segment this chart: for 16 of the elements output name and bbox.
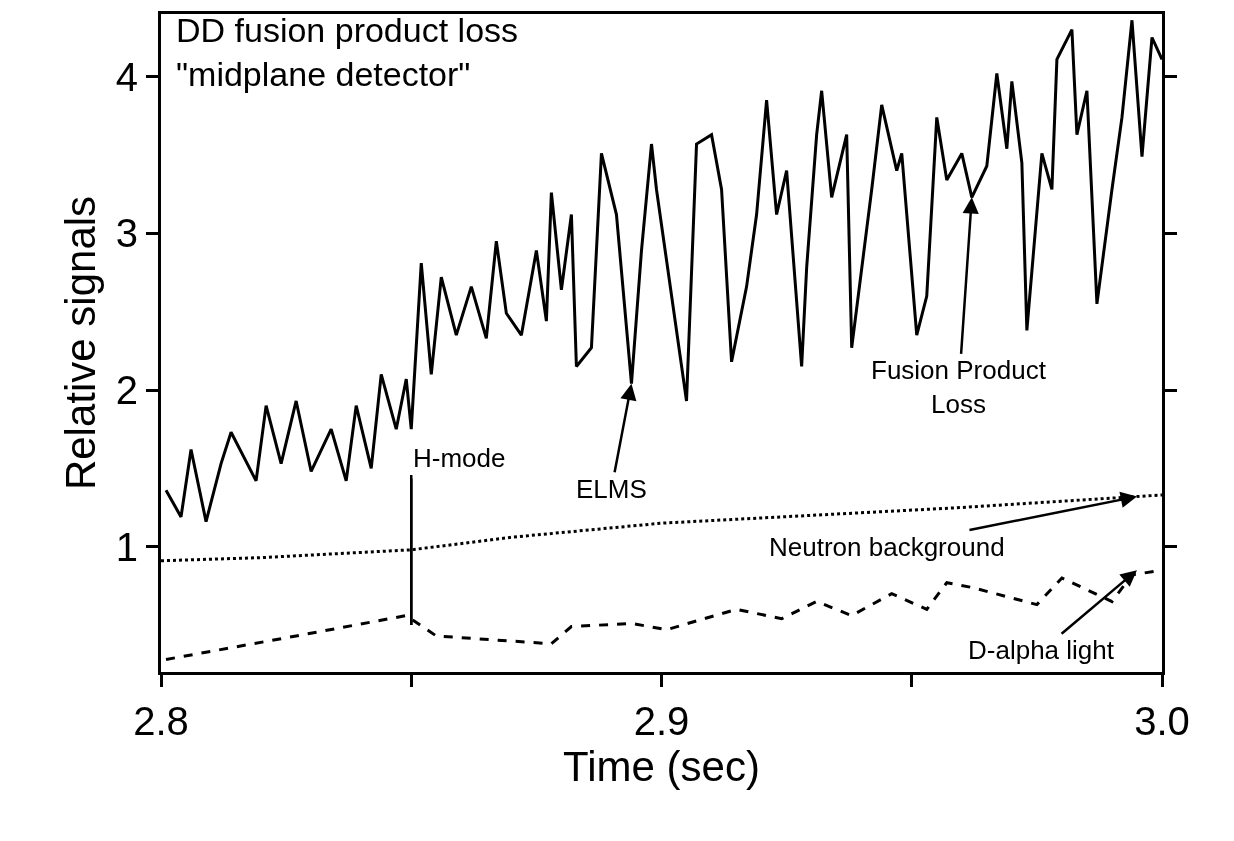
line-series xyxy=(164,18,1162,524)
x-axis-title: Time (sec) xyxy=(563,743,760,790)
x-tick-label: 2.8 xyxy=(133,699,189,743)
x-tick-label: 3.0 xyxy=(1134,699,1190,743)
y-tick-label: 3 xyxy=(115,211,138,256)
annotation: Fusion Product Loss xyxy=(871,355,1047,419)
text: DD fusion product loss "midplane detector" xyxy=(176,11,519,94)
x-tick-label: 2.9 xyxy=(633,699,690,743)
annotation: D-alpha light xyxy=(968,635,1115,665)
y-tick-label: 1 xyxy=(115,524,138,569)
y-tick-label: 2 xyxy=(115,368,138,412)
annotation: ELMS xyxy=(576,474,647,504)
y-tick-label: 4 xyxy=(115,54,138,99)
annotation: H-mode xyxy=(413,443,506,473)
annotation: Neutron background xyxy=(769,532,1005,562)
y-axis-title: Relative signals xyxy=(56,195,104,491)
